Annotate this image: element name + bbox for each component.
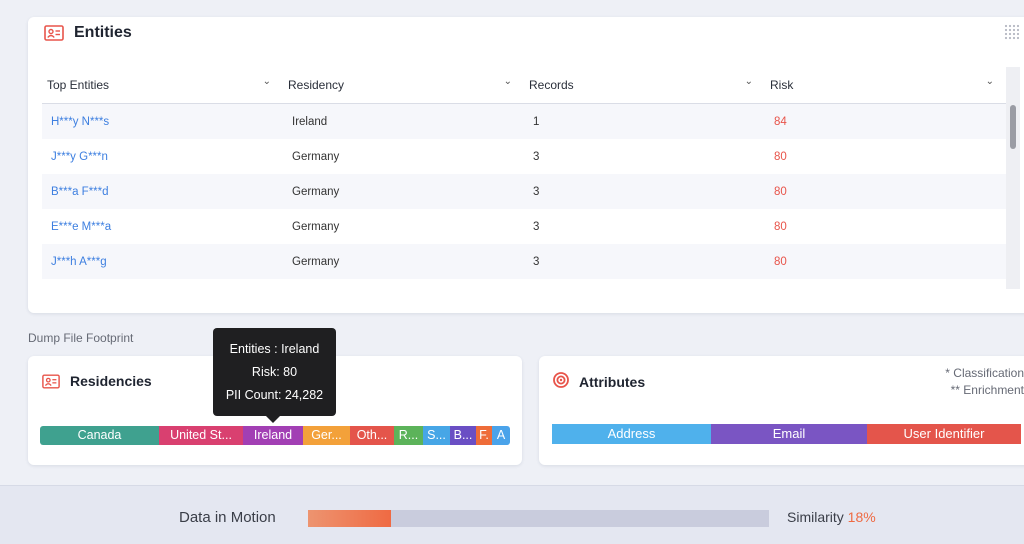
residency-tooltip: Entities : Ireland Risk: 80 PII Count: 2… bbox=[213, 328, 336, 423]
residency-cell: Germany bbox=[292, 150, 340, 163]
residency-cell: Ireland bbox=[292, 115, 328, 128]
records-cell: 3 bbox=[533, 185, 540, 198]
residency-cell: Germany bbox=[292, 255, 340, 268]
residencies-title: Residencies bbox=[70, 373, 152, 389]
id-card-icon bbox=[42, 373, 60, 389]
chevron-down-icon[interactable]: ⌄ bbox=[503, 76, 512, 87]
section-label: Dump File Footprint bbox=[28, 331, 134, 345]
attributes-title: Attributes bbox=[579, 373, 646, 390]
entity-link[interactable]: J***h A***g bbox=[51, 255, 107, 268]
residency-segment-united-states[interactable]: United St... bbox=[159, 426, 243, 445]
legend-notes: * Classification ** Enrichment bbox=[945, 365, 1024, 399]
similarity-progress-bar bbox=[308, 510, 769, 527]
residency-segment-s[interactable]: S... bbox=[423, 426, 450, 445]
residency-segment-other[interactable]: Oth... bbox=[350, 426, 394, 445]
chevron-down-icon[interactable]: ⌄ bbox=[985, 76, 994, 87]
column-header-records[interactable]: Records ⌄ bbox=[529, 76, 753, 92]
attribute-segment-email[interactable]: Email bbox=[711, 424, 867, 444]
residency-cell: Germany bbox=[292, 185, 340, 198]
table-row[interactable]: H***y N***s Ireland 1 84 bbox=[42, 104, 1006, 139]
table-row[interactable]: E***e M***a Germany 3 80 bbox=[42, 209, 1006, 244]
entities-header: Entities bbox=[44, 24, 132, 42]
data-in-motion-strip: Data in Motion Similarity 18% bbox=[0, 485, 1024, 544]
residency-segment-canada[interactable]: Canada bbox=[40, 426, 159, 445]
residency-segment-germany[interactable]: Ger... bbox=[303, 426, 350, 445]
risk-cell: 80 bbox=[774, 220, 787, 233]
similarity-progress-fill bbox=[308, 510, 391, 527]
residency-segment-b[interactable]: B... bbox=[450, 426, 476, 445]
records-cell: 1 bbox=[533, 115, 540, 128]
tooltip-entities: Entities : Ireland bbox=[229, 342, 320, 356]
chevron-down-icon[interactable]: ⌄ bbox=[744, 76, 753, 87]
records-cell: 3 bbox=[533, 255, 540, 268]
similarity-label: Similarity bbox=[787, 509, 844, 525]
table-row[interactable]: J***y G***n Germany 3 80 bbox=[42, 139, 1006, 174]
attribute-segment-address[interactable]: Address bbox=[552, 424, 711, 444]
entity-link[interactable]: J***y G***n bbox=[51, 150, 108, 163]
residency-cell: Germany bbox=[292, 220, 340, 233]
entities-card: Entities Top Entities ⌄ Residency ⌄ Reco… bbox=[28, 17, 1024, 313]
records-cell: 3 bbox=[533, 220, 540, 233]
entity-link[interactable]: E***e M***a bbox=[51, 220, 112, 233]
attribute-bar: Address Email User Identifier bbox=[552, 424, 1021, 444]
chevron-down-icon[interactable]: ⌄ bbox=[262, 76, 271, 87]
tooltip-pii-count: PII Count: 24,282 bbox=[225, 388, 324, 402]
table-body: H***y N***s Ireland 1 84 J***y G***n Ger… bbox=[42, 104, 1006, 287]
residency-bar: Canada United St... Ireland Ger... Oth..… bbox=[40, 426, 510, 445]
risk-cell: 80 bbox=[774, 150, 787, 163]
similarity-value: 18% bbox=[847, 509, 876, 525]
attributes-card: Attributes * Classification ** Enrichmen… bbox=[539, 356, 1024, 465]
risk-cell: 84 bbox=[774, 115, 787, 128]
table-scrollbar-thumb[interactable] bbox=[1010, 105, 1016, 149]
residencies-header: Residencies bbox=[42, 373, 152, 389]
column-header-top-entities[interactable]: Top Entities ⌄ bbox=[47, 76, 271, 92]
table-row[interactable]: J***h A***g Germany 3 80 bbox=[42, 244, 1006, 279]
drag-grid-icon[interactable] bbox=[1004, 24, 1020, 40]
entities-table: Top Entities ⌄ Residency ⌄ Records ⌄ Ris… bbox=[42, 67, 1006, 287]
enrichment-note: ** Enrichment bbox=[950, 383, 1024, 397]
target-icon bbox=[553, 372, 569, 391]
data-in-motion-label: Data in Motion bbox=[179, 509, 276, 526]
table-header: Top Entities ⌄ Residency ⌄ Records ⌄ Ris… bbox=[42, 67, 1006, 104]
classification-note: * Classification bbox=[945, 366, 1024, 380]
attributes-header: Attributes bbox=[553, 372, 645, 391]
entities-title: Entities bbox=[74, 24, 132, 41]
column-header-risk[interactable]: Risk ⌄ bbox=[770, 76, 994, 92]
records-cell: 3 bbox=[533, 150, 540, 163]
residency-segment-f[interactable]: F. bbox=[476, 426, 492, 445]
similarity-readout: Similarity 18% bbox=[787, 509, 876, 525]
risk-cell: 80 bbox=[774, 185, 787, 198]
attribute-segment-user-identifier[interactable]: User Identifier bbox=[867, 424, 1021, 444]
risk-cell: 80 bbox=[774, 255, 787, 268]
table-row[interactable]: B***a F***d Germany 3 80 bbox=[42, 174, 1006, 209]
id-card-icon bbox=[44, 25, 64, 41]
entity-link[interactable]: B***a F***d bbox=[51, 185, 109, 198]
column-header-residency[interactable]: Residency ⌄ bbox=[288, 76, 512, 92]
entity-link[interactable]: H***y N***s bbox=[51, 115, 110, 128]
residency-segment-a[interactable]: A bbox=[492, 426, 510, 445]
tooltip-risk: Risk: 80 bbox=[251, 365, 298, 379]
table-scrollbar-track[interactable] bbox=[1006, 67, 1020, 289]
residency-segment-ireland[interactable]: Ireland bbox=[243, 426, 303, 445]
residency-segment-r[interactable]: R... bbox=[394, 426, 423, 445]
